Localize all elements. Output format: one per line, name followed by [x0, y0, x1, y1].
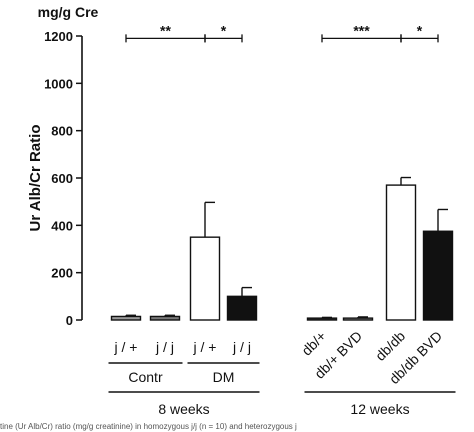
significance-label: **	[160, 22, 171, 38]
y-unit-label: mg/g Cre	[38, 4, 99, 20]
significance-label: ***	[353, 22, 370, 38]
bar	[306, 317, 338, 321]
bar	[226, 295, 258, 321]
bar	[342, 317, 374, 321]
category-label: db/+	[298, 328, 329, 359]
bar	[110, 315, 142, 321]
category-label: j / +	[114, 339, 138, 355]
period-label: 12 weeks	[350, 401, 409, 417]
group-label: DM	[213, 369, 235, 385]
significance-label: *	[221, 22, 227, 38]
group-label: Contr	[128, 369, 163, 385]
category-label: j / j	[155, 339, 174, 355]
y-tick-label: 800	[51, 124, 73, 139]
y-tick-label: 1200	[44, 29, 73, 44]
y-tick-label: 600	[51, 171, 73, 186]
category-label: j / +	[193, 339, 217, 355]
bar	[385, 184, 417, 321]
y-axis: 0 200 400 600 800 1000 1200	[44, 29, 83, 328]
figure-caption: tine (Ur Alb/Cr) ratio (mg/g creatinine)…	[0, 422, 297, 431]
y-axis-label: Ur Alb/Cr Ratio	[27, 125, 44, 232]
bar	[189, 236, 221, 321]
bar	[422, 230, 454, 321]
y-tick-label: 200	[51, 266, 73, 281]
significance-brackets: ** * *** *	[125, 22, 439, 43]
y-tick-label: 0	[66, 313, 73, 328]
y-tick-label: 400	[51, 218, 73, 233]
category-label: j / j	[232, 339, 251, 355]
bars	[110, 176, 454, 321]
group-labels: Contr DM8 weeks 12 weeks	[108, 362, 456, 417]
significance-label: *	[417, 22, 423, 38]
bar	[149, 315, 181, 321]
period-label: 8 weeks	[158, 401, 209, 417]
y-tick-label: 1000	[44, 76, 73, 91]
